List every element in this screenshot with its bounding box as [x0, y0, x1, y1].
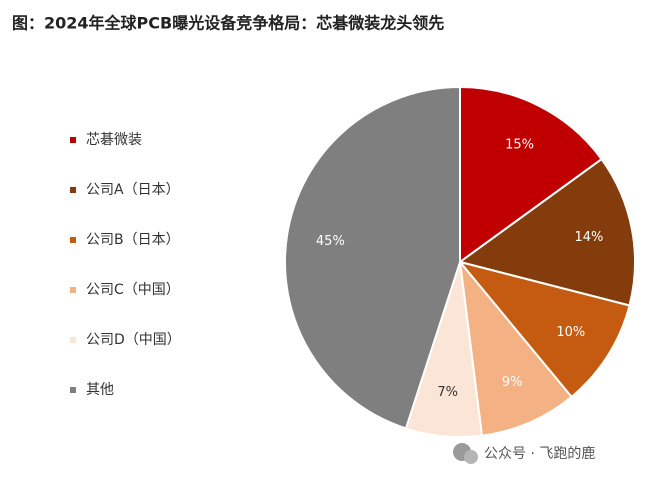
data-label: 45% [316, 234, 345, 249]
watermark: 公众号 · 飞跑的鹿 [484, 445, 595, 462]
legend-swatch [70, 387, 76, 393]
legend-swatch [70, 137, 76, 143]
legend-swatch [70, 187, 76, 193]
pie-slice [459, 85, 603, 264]
legend-swatch [70, 337, 76, 343]
legend-label: 公司B（日本） [86, 232, 180, 248]
legend-label: 公司C（中国） [86, 282, 180, 298]
legend-label: 芯碁微装 [86, 132, 142, 148]
legend-swatch [70, 237, 76, 243]
pie-slice [284, 85, 461, 430]
watermark-icon [453, 443, 478, 464]
legend-swatch [70, 287, 76, 293]
legend-label: 其他 [86, 382, 114, 398]
legend-label: 公司A（日本） [86, 182, 180, 198]
chart-title: 图：2024年全球PCB曝光设备竞争格局：芯碁微装龙头领先 [12, 14, 444, 33]
data-label: 10% [556, 325, 585, 340]
pie-slice [457, 260, 631, 399]
data-label: 9% [502, 375, 523, 390]
data-label: 15% [505, 138, 534, 153]
pie-slice [458, 258, 573, 437]
legend-label: 公司D（中国） [86, 332, 181, 348]
data-label: 7% [437, 385, 458, 400]
pie-slice [457, 157, 636, 307]
data-label: 14% [574, 230, 603, 245]
